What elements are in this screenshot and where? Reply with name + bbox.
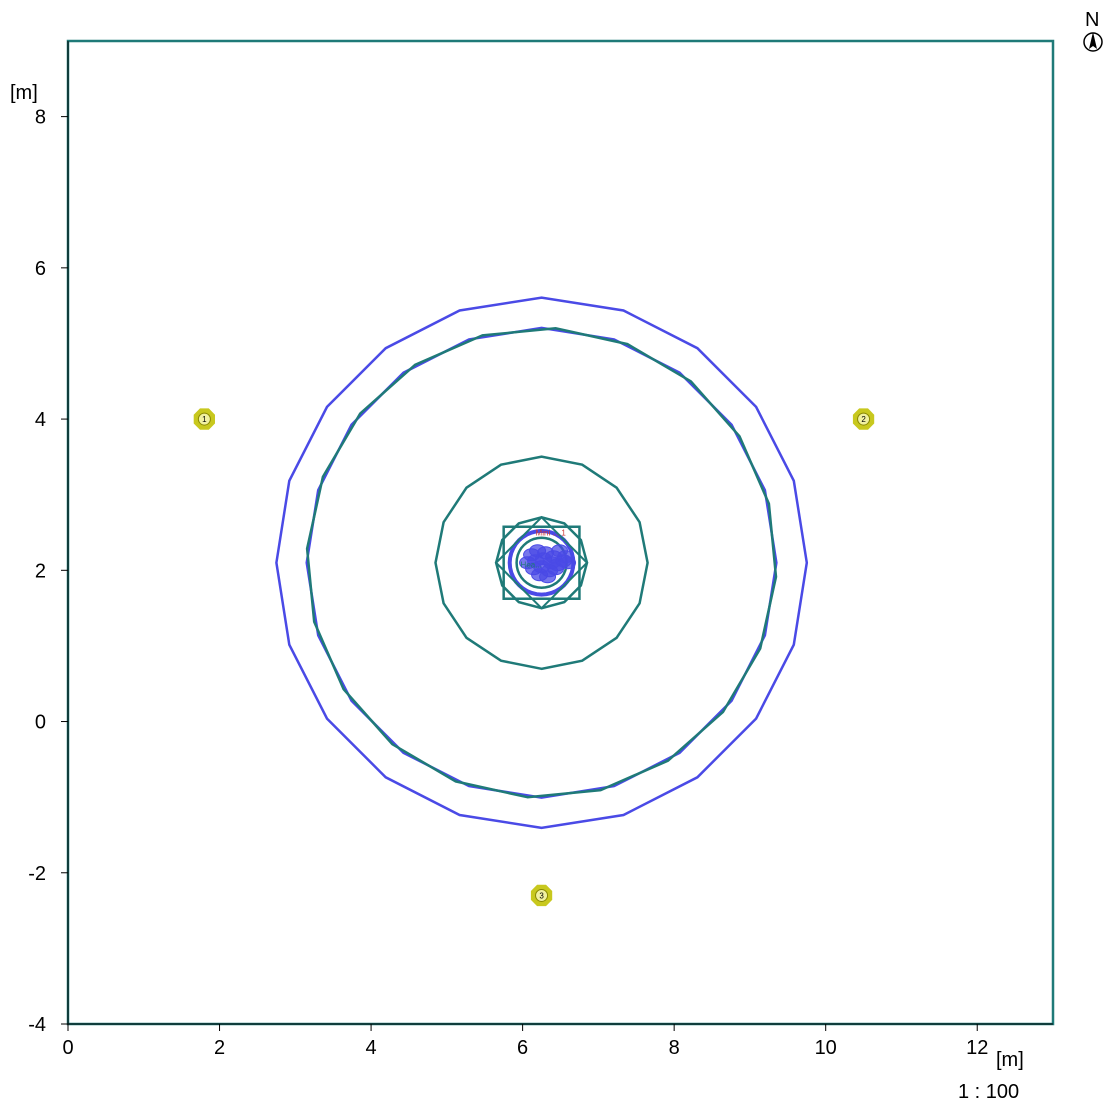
marker-inner-circle	[857, 412, 871, 426]
x-tick-label: 6	[517, 1037, 528, 1059]
marker-inner-circle	[535, 888, 549, 902]
marker-number: 1	[202, 415, 207, 424]
y-tick-label: -2	[28, 863, 46, 885]
outer-blue-ring	[275, 296, 809, 830]
marker-2[interactable]: 2	[852, 408, 875, 430]
marker-number: 3	[539, 891, 544, 900]
y-tick-label: 6	[35, 258, 46, 280]
y-tick-label: 4	[35, 409, 46, 431]
scale-label: 1 : 100	[958, 1081, 1019, 1103]
x-unit-label: [m]	[996, 1049, 1024, 1071]
y-unit-label: [m]	[10, 82, 38, 104]
marker-1[interactable]: 1	[193, 408, 215, 430]
y-tick-label: 8	[35, 107, 46, 129]
center-cluster: Mini ... 1 Hea...	[494, 515, 589, 610]
x-tick-label: 4	[366, 1037, 377, 1059]
north-arrow-needle	[1089, 32, 1097, 49]
markers-group: 1 2 3	[193, 408, 875, 907]
rings-group	[275, 296, 809, 830]
x-tick-label: 10	[815, 1037, 837, 1059]
marker-3[interactable]: 3	[530, 884, 553, 907]
x-tick-label: 2	[214, 1037, 225, 1059]
y-tick-label: -4	[28, 1014, 46, 1036]
y-axis: 8 6 4 2 0 -2 -4	[28, 41, 69, 1036]
y-tick-label: 2	[35, 560, 46, 582]
x-axis: 0 2 4 6 8 10 12	[62, 1023, 1053, 1059]
middle-teal-ring	[305, 327, 778, 799]
x-tick-label: 8	[669, 1037, 680, 1059]
x-tick-label: 0	[62, 1037, 73, 1059]
y-tick-label: 0	[35, 712, 46, 734]
cluster-blob	[539, 570, 557, 584]
marker-number: 2	[861, 415, 866, 424]
center-square	[502, 525, 581, 600]
inner-teal-ring	[434, 455, 649, 671]
marker-inner-circle	[197, 412, 211, 426]
small-blue-circle	[507, 528, 576, 597]
cluster-blob	[559, 556, 577, 570]
center-label-bottom: Hea...	[521, 561, 542, 570]
north-label: N	[1085, 9, 1099, 31]
x-tick-label: 12	[966, 1037, 988, 1059]
tiny-teal-circle	[515, 536, 568, 590]
north-arrow[interactable]: N	[1083, 9, 1103, 52]
center-diamond	[494, 515, 589, 610]
center-label-top: Mini ... 1	[536, 529, 567, 538]
